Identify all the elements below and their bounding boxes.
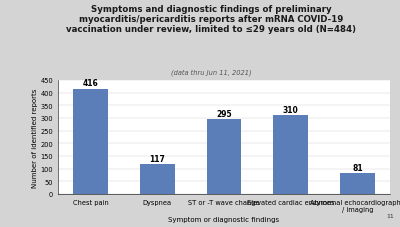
Bar: [274, 116, 308, 194]
Text: Symptoms and diagnostic findings of preliminary
myocarditis/pericarditis reports: Symptoms and diagnostic findings of prel…: [66, 5, 356, 34]
Text: 416: 416: [82, 79, 98, 88]
Bar: [207, 120, 241, 194]
Text: 11: 11: [386, 213, 394, 218]
Bar: [73, 89, 108, 194]
Text: 310: 310: [283, 105, 299, 114]
Text: (data thru Jun 11, 2021): (data thru Jun 11, 2021): [171, 69, 251, 76]
Text: 295: 295: [216, 109, 232, 118]
Text: 117: 117: [149, 154, 165, 163]
Y-axis label: Number of identified reports: Number of identified reports: [32, 88, 38, 187]
Text: 81: 81: [352, 163, 363, 172]
Bar: [140, 165, 174, 194]
Bar: [340, 174, 375, 194]
X-axis label: Symptom or diagnostic findings: Symptom or diagnostic findings: [168, 216, 280, 222]
